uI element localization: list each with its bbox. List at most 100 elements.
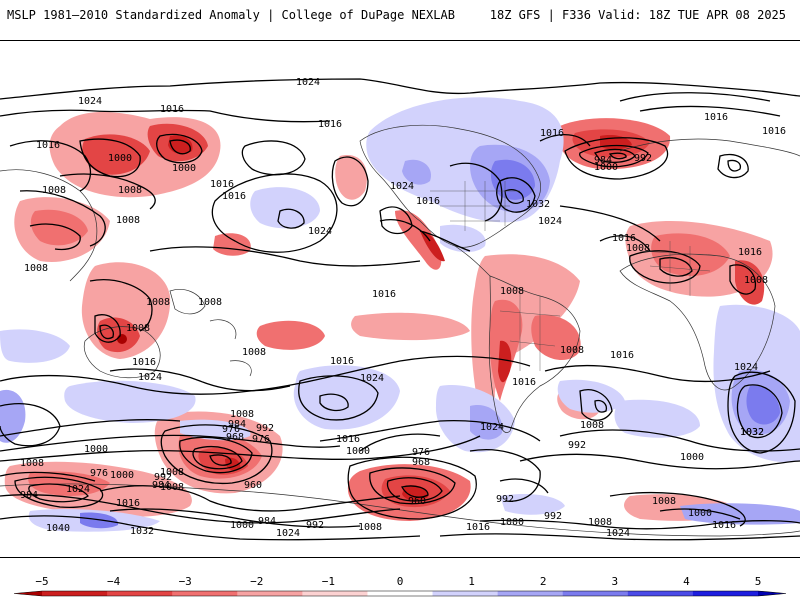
isobar-label: 984 (258, 516, 276, 527)
colorbar-scale: −5 −4 −3 −2 −1 0 1 2 3 4 5 (13, 575, 787, 597)
isobar-label: 992 (634, 153, 652, 164)
map-panel: 1024 1024 1016 1016 1016 1000 1000 1008 … (0, 40, 800, 558)
isobar-label: 1000 (84, 444, 108, 455)
isobar-label: 1008 (42, 185, 66, 196)
isobar-label: 1024 (480, 422, 504, 433)
isobar-label: 1008 (358, 522, 382, 533)
isobar-label: 1008 (744, 275, 768, 286)
isobar-label: 960 (408, 496, 426, 507)
isobar-label: 1000 (346, 446, 370, 457)
isobar-label: 1024 (538, 216, 562, 227)
isobar-label: 1000 (108, 153, 132, 164)
colorbar-segment (302, 591, 368, 596)
colorbar-segment (562, 591, 629, 596)
isobar-label: 1016 (336, 434, 360, 445)
isobar-label: 976 (222, 424, 240, 435)
isobar-label: 1016 (540, 128, 564, 139)
header: MSLP 1981–2010 Standardized Anomaly | Co… (0, 0, 800, 34)
colorbar-tick-label: −3 (179, 575, 192, 588)
isobar-label: 1024 (390, 181, 414, 192)
isobar-label: 1032 (740, 427, 764, 438)
isobar-label: 1008 (118, 185, 142, 196)
colorbar-tick-label: −4 (107, 575, 121, 588)
isobar-label: 1016 (132, 357, 156, 368)
isobar-label: 1008 (652, 496, 676, 507)
colorbar-segment (172, 591, 238, 596)
isobar-label: 992 (154, 472, 172, 483)
isobar-label: 992 (256, 423, 274, 434)
isobar-label: 1016 (738, 247, 762, 258)
isobar-label: 968 (412, 457, 430, 468)
isobar-label: 1000 (688, 508, 712, 519)
isobars (0, 78, 800, 541)
isobar-label: 1032 (526, 199, 550, 210)
isobar-label: 1032 (130, 526, 154, 537)
isobar-label: 960 (244, 480, 262, 491)
isobar-label: 1024 (308, 226, 332, 237)
isobar-label: 1000 (680, 452, 704, 463)
isobar-label: 984 (152, 480, 170, 491)
anomaly-map: 1024 1024 1016 1016 1016 1000 1000 1008 … (0, 41, 800, 557)
colorbar-segment (627, 591, 694, 596)
isobar-label: 1016 (610, 350, 634, 361)
colorbar-segment (107, 591, 173, 596)
isobar-label: 1016 (372, 289, 396, 300)
colorbar-outline (13, 590, 787, 597)
isobar-label: 976 (412, 447, 430, 458)
isobar-label: 1024 (66, 484, 90, 495)
isobar-label: 984 (228, 419, 246, 430)
isobar-label: 1008 (198, 297, 222, 308)
isobar-label: 1016 (210, 179, 234, 190)
isobar-label: 1024 (606, 528, 630, 539)
colorbar-segment (237, 591, 303, 596)
colorbar: −5 −4 −3 −2 −1 0 1 2 3 4 5 (0, 565, 800, 600)
colorbar-ticks: −5 −4 −3 −2 −1 0 1 2 3 4 5 (35, 575, 761, 588)
colorbar-tick-label: −5 (35, 575, 48, 588)
isobar-label: 1016 (36, 140, 60, 151)
isobar-label: 1008 (626, 243, 650, 254)
model-run-info: 18Z GFS | F336 Valid: 18Z TUE APR 08 202… (489, 8, 786, 22)
isobar-label: 1000 (172, 163, 196, 174)
isobar-label: 1032 (740, 427, 764, 438)
isobar-label: 1016 (222, 191, 246, 202)
colorbar-segments (13, 590, 787, 597)
isobar-label: 1000 (594, 162, 618, 173)
isobar-label: 1000 (110, 470, 134, 481)
negative-anomaly-shading (4, 111, 773, 521)
isobar-label: 1016 (318, 119, 342, 130)
colorbar-tick-label: 4 (683, 575, 690, 588)
isobar-label: 1008 (560, 345, 584, 356)
isobar-label: 1024 (360, 373, 384, 384)
isobar-label: 1016 (116, 498, 140, 509)
colorbar-tick-label: 0 (397, 575, 404, 588)
isobar-labels: 1024 1024 1016 1016 1016 1000 1000 1008 … (20, 77, 786, 539)
isobar-label: 1040 (46, 523, 70, 534)
isobar-label: 1024 (296, 77, 320, 88)
isobar-label: 984 (594, 155, 612, 166)
isobar-label: 1008 (160, 467, 184, 478)
colorbar-arrow-right (758, 591, 786, 596)
political-boundaries (430, 181, 721, 371)
isobar-label: 992 (544, 511, 562, 522)
isobar-label: 1008 (588, 517, 612, 528)
isobar-label: 976 (252, 434, 270, 445)
isobar-label: 976 (90, 468, 108, 479)
isobar-label: 1016 (416, 196, 440, 207)
colorbar-segment (692, 591, 759, 596)
colorbar-tick-label: 3 (611, 575, 618, 588)
isobar-label: 1008 (230, 409, 254, 420)
isobar-label: 1008 (24, 263, 48, 274)
colorbar-tick-label: −2 (250, 575, 263, 588)
isobar-label: 1008 (126, 323, 150, 334)
isobar-label: 1008 (20, 458, 44, 469)
isobar-label: 1008 (580, 420, 604, 431)
isobar-label: 1008 (242, 347, 266, 358)
isobar-label: 1016 (160, 104, 184, 115)
colorbar-segment (367, 591, 434, 596)
colorbar-tick-label: 2 (540, 575, 547, 588)
isobar-label: 992 (568, 440, 586, 451)
isobar-label: 1024 (276, 528, 300, 539)
isobar-label: 1024 (78, 96, 102, 107)
isobar-label: 968 (226, 432, 244, 443)
isobar-label: 1008 (160, 482, 184, 493)
